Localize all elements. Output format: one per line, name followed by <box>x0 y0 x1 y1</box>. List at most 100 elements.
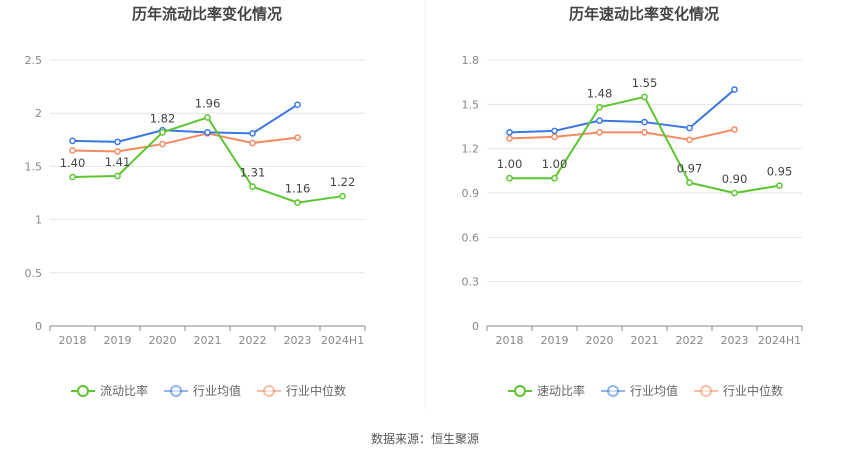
data-label: 0.90 <box>722 172 748 186</box>
legend-marker <box>514 385 526 397</box>
data-point <box>294 199 301 206</box>
data-point <box>506 174 513 182</box>
y-tick-label: 0.3 <box>462 276 480 289</box>
data-label: 1.82 <box>150 111 176 125</box>
x-tick-label: 2021 <box>631 334 659 347</box>
x-tick-label: 2018 <box>496 334 524 347</box>
x-tick-label: 2024H1 <box>758 334 801 347</box>
x-tick-label: 2022 <box>239 334 267 347</box>
data-point <box>731 189 738 197</box>
data-point <box>551 133 558 141</box>
data-point <box>204 129 211 136</box>
data-point <box>249 183 256 190</box>
y-tick-label: 1.2 <box>462 143 480 156</box>
x-tick-label: 2019 <box>541 334 569 347</box>
data-label: 1.22 <box>330 175 356 189</box>
x-tick-label: 2020 <box>586 334 614 347</box>
chart-title: 历年流动比率变化情况 <box>132 5 282 23</box>
data-point <box>596 117 603 124</box>
data-point <box>204 114 211 121</box>
legend-item: 流动比率 <box>71 383 148 398</box>
data-point <box>686 136 693 144</box>
data-label: 1.48 <box>587 86 613 100</box>
legend-label: 速动比率 <box>537 383 585 398</box>
chart-1: 历年流动比率变化情况 0 0.5 1 1.5 2 2.5 2018 2019 2020 2021 20… <box>25 5 366 398</box>
data-point <box>731 126 738 133</box>
legend-label: 行业中位数 <box>286 383 346 398</box>
data-label: 1.41 <box>105 155 131 169</box>
source-note: 数据来源：恒生聚源 <box>371 431 479 446</box>
x-tick-label: 2020 <box>149 334 177 347</box>
x-tick-label: 2023 <box>284 334 312 347</box>
legend-marker <box>607 385 620 397</box>
data-point <box>731 86 738 93</box>
y-tick-label: 1.5 <box>462 98 480 111</box>
y-tick-label: 0.6 <box>462 231 480 244</box>
data-point <box>776 182 783 189</box>
data-point <box>114 172 121 180</box>
series-line <box>509 88 736 134</box>
data-point <box>69 173 76 181</box>
series-line <box>72 103 299 143</box>
y-tick-label: 2.5 <box>25 54 43 67</box>
data-point <box>596 103 603 111</box>
y-tick-label: 0 <box>472 320 479 333</box>
y-tick-label: 0 <box>35 320 42 333</box>
data-point <box>294 134 301 142</box>
data-point <box>249 130 256 137</box>
y-tick-label: 1 <box>35 214 42 227</box>
x-tick-label: 2021 <box>194 334 222 347</box>
data-point <box>159 129 166 136</box>
legend-item: 行业均值 <box>601 383 678 398</box>
y-tick-label: 0.5 <box>25 267 43 280</box>
data-point <box>339 192 346 200</box>
legend-label: 流动比率 <box>100 383 148 398</box>
legend-label: 行业中位数 <box>723 383 783 398</box>
chart-title: 历年速动比率变化情况 <box>569 5 719 23</box>
data-point <box>641 93 648 101</box>
x-tick-label: 2018 <box>59 334 87 347</box>
data-point <box>69 147 76 154</box>
data-point <box>159 140 166 148</box>
data-point <box>506 129 513 136</box>
data-label: 1.55 <box>632 76 658 90</box>
data-point <box>69 137 76 145</box>
data-point <box>551 127 558 135</box>
legend-marker <box>700 385 713 397</box>
legend-marker <box>170 385 183 397</box>
data-label: 1.96 <box>195 96 221 110</box>
legend-label: 行业均值 <box>630 383 678 398</box>
data-point <box>114 148 121 155</box>
y-tick-label: 1.5 <box>25 160 43 173</box>
legend-item: 行业中位数 <box>257 383 346 398</box>
x-tick-label: 2023 <box>721 334 749 347</box>
chart-2: 历年速动比率变化情况 0 0.3 0.6 0.9 1.2 1.5 1.8 2018 2019 202… <box>462 5 803 398</box>
x-tick-label: 2024H1 <box>321 334 364 347</box>
data-point <box>114 138 121 146</box>
data-label: 0.95 <box>767 165 793 179</box>
data-point <box>641 118 648 126</box>
legend-item: 行业中位数 <box>694 383 783 398</box>
x-tick-label: 2022 <box>676 334 704 347</box>
data-label: 1.16 <box>285 182 311 196</box>
data-point <box>294 101 301 109</box>
y-tick-label: 2 <box>35 107 42 120</box>
x-tick-label: 2019 <box>104 334 132 347</box>
data-point <box>506 134 513 142</box>
data-point <box>551 174 558 182</box>
legend-item: 行业均值 <box>164 383 241 398</box>
legend-item: 速动比率 <box>508 383 585 398</box>
y-tick-label: 1.8 <box>462 54 480 67</box>
series-line <box>72 132 298 153</box>
legend-marker <box>263 385 276 397</box>
data-label: 1.31 <box>240 166 266 180</box>
legend-label: 行业均值 <box>193 383 241 398</box>
data-point <box>686 179 693 187</box>
data-point <box>641 129 648 136</box>
legend-marker <box>77 385 89 397</box>
data-point <box>596 129 603 136</box>
data-point <box>686 124 693 132</box>
y-tick-label: 0.9 <box>462 187 480 200</box>
data-point <box>249 139 256 147</box>
